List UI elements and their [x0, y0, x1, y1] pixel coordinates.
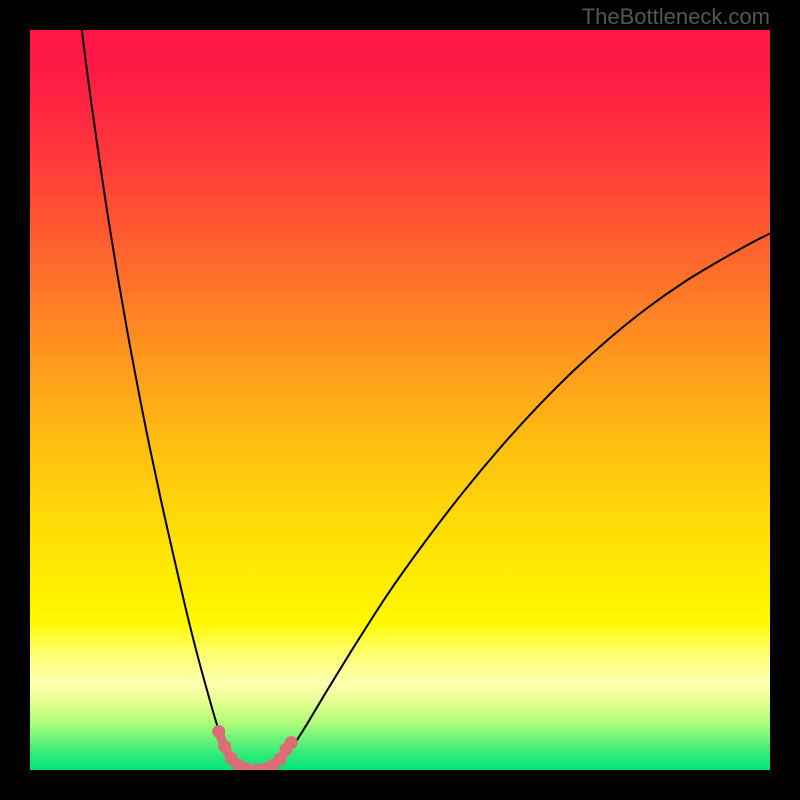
- data-marker: [212, 725, 225, 738]
- plot-area: [30, 30, 770, 770]
- marker-layer: [30, 30, 770, 770]
- data-marker: [285, 736, 298, 749]
- watermark-text: TheBottleneck.com: [582, 4, 770, 30]
- data-marker: [218, 740, 231, 753]
